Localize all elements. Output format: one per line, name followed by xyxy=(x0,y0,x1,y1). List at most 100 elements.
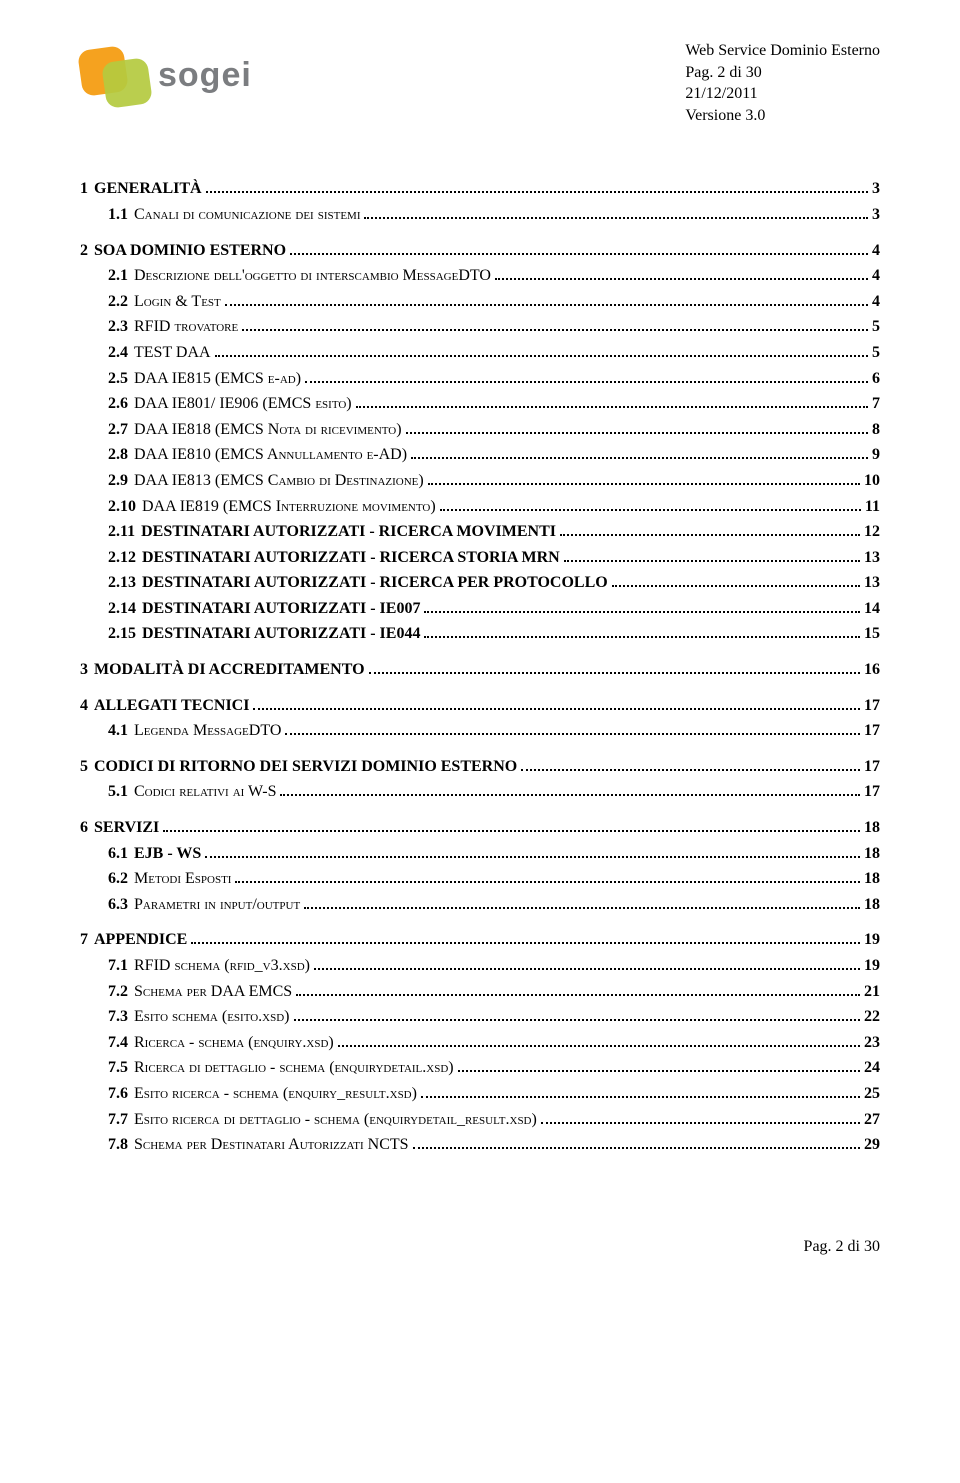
toc-number: 2.10 xyxy=(108,494,136,520)
toc-label: Legenda MessageDTO xyxy=(128,718,281,744)
toc-label: DAA IE810 (EMCS Annullamento e-AD) xyxy=(128,442,407,468)
toc-number: 5.1 xyxy=(108,779,128,805)
toc-leader-dots xyxy=(338,1045,860,1047)
toc-label: DESTINATARI AUTORIZZATI - IE044 xyxy=(136,621,420,647)
toc-number: 1 xyxy=(80,176,88,202)
toc-number: 2.8 xyxy=(108,442,128,468)
toc-number: 2 xyxy=(80,238,88,264)
toc-entry[interactable]: 2.14 DESTINATARI AUTORIZZATI - IE00714 xyxy=(80,596,880,622)
logo: sogei xyxy=(80,40,252,110)
toc-page-number: 18 xyxy=(864,892,880,918)
toc-entry[interactable]: 7.1 RFID schema (rfid_v3.xsd)19 xyxy=(80,953,880,979)
toc-entry[interactable]: 7.8 Schema per Destinatari Autorizzati N… xyxy=(80,1132,880,1158)
toc-entry[interactable]: 2.12 DESTINATARI AUTORIZZATI - RICERCA S… xyxy=(80,545,880,571)
toc-number: 1.1 xyxy=(108,202,128,228)
toc-number: 2.3 xyxy=(108,314,128,340)
toc-entry[interactable]: 7.2 Schema per DAA EMCS21 xyxy=(80,979,880,1005)
toc-label: Parametri in input/output xyxy=(128,892,300,918)
toc-leader-dots xyxy=(314,968,860,970)
toc-entry[interactable]: 1 GENERALITÀ 3 xyxy=(80,176,880,202)
toc-page-number: 13 xyxy=(864,570,880,596)
header-meta: Web Service Dominio EsternoPag. 2 di 302… xyxy=(685,40,880,126)
toc-entry[interactable]: 7.5 Ricerca di dettaglio - schema (enqui… xyxy=(80,1055,880,1081)
toc-label: Login & Test xyxy=(128,289,221,315)
header-meta-line: 21/12/2011 xyxy=(685,83,880,105)
toc-entry[interactable]: 6 SERVIZI18 xyxy=(80,815,880,841)
toc-leader-dots xyxy=(495,278,868,280)
toc-entry[interactable]: 2.6 DAA IE801/ IE906 (EMCS esito)7 xyxy=(80,391,880,417)
toc-label: Esito ricerca - schema (enquiry_result.x… xyxy=(128,1081,417,1107)
toc-entry[interactable]: 2.2 Login & Test4 xyxy=(80,289,880,315)
toc-entry[interactable]: 2.10 DAA IE819 (EMCS Interruzione movime… xyxy=(80,494,880,520)
toc-page-number: 29 xyxy=(864,1132,880,1158)
toc-entry[interactable]: 7 APPENDICE19 xyxy=(80,927,880,953)
toc-page-number: 18 xyxy=(864,866,880,892)
toc-leader-dots xyxy=(424,611,860,613)
toc-page-number: 17 xyxy=(864,718,880,744)
toc-entry[interactable]: 6.3 Parametri in input/output18 xyxy=(80,892,880,918)
toc-page-number: 24 xyxy=(864,1055,880,1081)
toc-entry[interactable]: 2.1 Descrizione dell'oggetto di intersca… xyxy=(80,263,880,289)
toc-number: 3 xyxy=(80,657,88,683)
toc-entry[interactable]: 5.1 Codici relativi ai W-S17 xyxy=(80,779,880,805)
toc-leader-dots xyxy=(242,329,868,331)
toc-leader-dots xyxy=(253,708,860,710)
toc-entry[interactable]: 6.1 EJB - WS18 xyxy=(80,841,880,867)
toc-entry[interactable]: 2.3 RFID trovatore5 xyxy=(80,314,880,340)
toc-label: DESTINATARI AUTORIZZATI - RICERCA STORIA… xyxy=(136,545,560,571)
toc-entry[interactable]: 2.7 DAA IE818 (EMCS Nota di ricevimento)… xyxy=(80,417,880,443)
toc-entry[interactable]: 7.4 Ricerca - schema (enquiry.xsd)23 xyxy=(80,1030,880,1056)
toc-number: 7.1 xyxy=(108,953,128,979)
toc-page-number: 6 xyxy=(872,366,880,392)
toc-label: APPENDICE xyxy=(88,927,187,953)
toc-number: 2.7 xyxy=(108,417,128,443)
toc-label: GENERALITÀ xyxy=(88,176,202,202)
toc-number: 7.7 xyxy=(108,1107,128,1133)
toc-label: DAA IE813 (EMCS Cambio di Destinazione) xyxy=(128,468,424,494)
toc-label: Descrizione dell'oggetto di interscambio… xyxy=(128,263,491,289)
toc-label: Esito schema (esito.xsd) xyxy=(128,1004,290,1030)
toc-label: DESTINATARI AUTORIZZATI - IE007 xyxy=(136,596,420,622)
toc-leader-dots xyxy=(304,907,860,909)
toc-leader-dots xyxy=(428,483,860,485)
toc-entry[interactable]: 4 ALLEGATI TECNICI17 xyxy=(80,693,880,719)
toc-entry[interactable]: 2.13 DESTINATARI AUTORIZZATI - RICERCA P… xyxy=(80,570,880,596)
toc-entry[interactable]: 2.4 TEST DAA5 xyxy=(80,340,880,366)
toc-number: 7.4 xyxy=(108,1030,128,1056)
toc-leader-dots xyxy=(191,942,860,944)
toc-entry[interactable]: 2.8 DAA IE810 (EMCS Annullamento e-AD)9 xyxy=(80,442,880,468)
toc-entry[interactable]: 2.11 DESTINATARI AUTORIZZATI - RICERCA M… xyxy=(80,519,880,545)
toc-entry[interactable]: 7.7 Esito ricerca di dettaglio - schema … xyxy=(80,1107,880,1133)
toc-entry[interactable]: 7.3 Esito schema (esito.xsd)22 xyxy=(80,1004,880,1030)
toc-page-number: 15 xyxy=(864,621,880,647)
toc-page-number: 21 xyxy=(864,979,880,1005)
toc-entry[interactable]: 2.15 DESTINATARI AUTORIZZATI - IE04415 xyxy=(80,621,880,647)
toc-leader-dots xyxy=(406,432,868,434)
toc-entry[interactable]: 4.1 Legenda MessageDTO17 xyxy=(80,718,880,744)
toc-number: 2.12 xyxy=(108,545,136,571)
toc-leader-dots xyxy=(369,672,860,674)
toc-label: MODALITÀ DI ACCREDITAMENTO xyxy=(88,657,365,683)
toc-page-number: 4 xyxy=(872,263,880,289)
toc-page-number: 3 xyxy=(872,176,880,202)
toc-label: Schema per Destinatari Autorizzati NCTS xyxy=(128,1132,409,1158)
toc-entry[interactable]: 5 CODICI DI RITORNO DEI SERVIZI DOMINIO … xyxy=(80,754,880,780)
toc-page-number: 11 xyxy=(865,494,880,520)
toc-page-number: 17 xyxy=(864,754,880,780)
toc-number: 2.1 xyxy=(108,263,128,289)
toc-entry[interactable]: 2.5 DAA IE815 (EMCS e-ad)6 xyxy=(80,366,880,392)
toc-entry[interactable]: 7.6 Esito ricerca - schema (enquiry_resu… xyxy=(80,1081,880,1107)
toc-entry[interactable]: 2 SOA DOMINIO ESTERNO4 xyxy=(80,238,880,264)
toc-page-number: 23 xyxy=(864,1030,880,1056)
toc-leader-dots xyxy=(290,253,868,255)
toc-entry[interactable]: 1.1 Canali di comunicazione dei sistemi3 xyxy=(80,202,880,228)
page-footer: Pag. 2 di 30 xyxy=(80,1238,880,1256)
toc-number: 7.2 xyxy=(108,979,128,1005)
toc-entry[interactable]: 3 MODALITÀ DI ACCREDITAMENTO16 xyxy=(80,657,880,683)
toc-entry[interactable]: 2.9 DAA IE813 (EMCS Cambio di Destinazio… xyxy=(80,468,880,494)
toc-number: 2.11 xyxy=(108,519,135,545)
toc-entry[interactable]: 6.2 Metodi Esposti18 xyxy=(80,866,880,892)
toc-label: SERVIZI xyxy=(88,815,159,841)
logo-text: sogei xyxy=(158,56,252,95)
toc-number: 6.2 xyxy=(108,866,128,892)
